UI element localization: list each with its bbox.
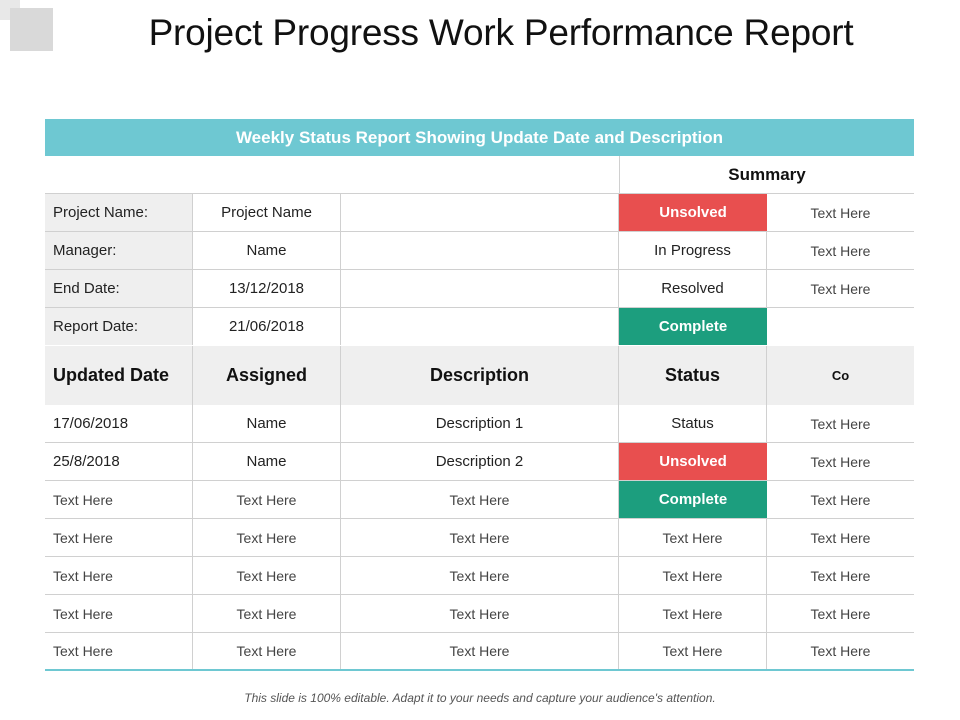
cell-description: Text Here — [341, 481, 619, 518]
cell-description: Description 1 — [341, 405, 619, 442]
summary-heading: Summary — [619, 156, 914, 193]
cell-co: Text Here — [810, 643, 871, 659]
table-row: Text Here Text Here Text Here Text Here … — [45, 595, 914, 633]
info-value: Name — [193, 232, 341, 269]
cell-description: Text Here — [341, 557, 619, 594]
cell-updated-date: Text Here — [45, 519, 193, 556]
cell-updated-date: Text Here — [45, 633, 193, 669]
info-spacer — [341, 308, 619, 345]
cell-description: Text Here — [341, 595, 619, 632]
cell-status-badge: Unsolved — [619, 443, 767, 480]
cell-assigned: Name — [193, 443, 341, 480]
info-row: Report Date: 21/06/2018 Complete — [45, 308, 914, 345]
info-row: Manager: Name In Progress Text Here — [45, 232, 914, 270]
cell-co: Text Here — [810, 453, 871, 470]
info-value: 13/12/2018 — [193, 270, 341, 307]
table-row: Text Here Text Here Text Here Text Here … — [45, 557, 914, 595]
info-spacer — [341, 232, 619, 269]
cell-co: Text Here — [810, 605, 871, 622]
cell-updated-date: Text Here — [45, 595, 193, 632]
column-header-co: Co — [831, 368, 850, 383]
cell-updated-date: Text Here — [45, 481, 193, 518]
info-spacer — [341, 194, 619, 231]
cell-description: Description 2 — [341, 443, 619, 480]
cell-co: Text Here — [810, 567, 871, 584]
cell-co: Text Here — [810, 491, 871, 508]
cell-co: Text Here — [810, 529, 871, 546]
cell-updated-date: 17/06/2018 — [45, 405, 193, 442]
cell-status: Text Here — [619, 519, 767, 556]
summary-status: Resolved — [619, 270, 767, 307]
cell-co: Text Here — [810, 415, 871, 432]
info-row: Project Name: Project Name Unsolved Text… — [45, 194, 914, 232]
summary-note: Text Here — [810, 280, 871, 297]
table-header-row: Updated Date Assigned Description Status… — [45, 346, 914, 405]
cell-status: Text Here — [619, 557, 767, 594]
cell-assigned: Text Here — [193, 633, 341, 669]
footer-note: This slide is 100% editable. Adapt it to… — [244, 691, 716, 705]
cell-assigned: Text Here — [193, 519, 341, 556]
table-row: Text Here Text Here Text Here Text Here … — [45, 519, 914, 557]
summary-note — [767, 308, 914, 345]
column-header-assigned: Assigned — [193, 346, 341, 405]
info-value: Project Name — [193, 194, 341, 231]
cell-assigned: Text Here — [193, 481, 341, 518]
cell-updated-date: Text Here — [45, 557, 193, 594]
cell-assigned: Text Here — [193, 557, 341, 594]
info-value: 21/06/2018 — [193, 308, 341, 345]
column-header-description: Description — [341, 346, 619, 405]
info-label: Report Date: — [45, 308, 193, 345]
cell-status: Status — [619, 405, 767, 442]
table-row: Text Here Text Here Text Here Complete T… — [45, 481, 914, 519]
summary-status-badge: Complete — [619, 308, 767, 345]
cell-assigned: Text Here — [193, 595, 341, 632]
cell-description: Text Here — [341, 633, 619, 669]
cell-description: Text Here — [341, 519, 619, 556]
cell-status: Text Here — [619, 595, 767, 632]
table-row: 17/06/2018 Name Description 1 Status Tex… — [45, 405, 914, 443]
column-header-updated-date: Updated Date — [45, 346, 193, 405]
summary-status-badge: Unsolved — [619, 194, 767, 231]
info-label: Manager: — [45, 232, 193, 269]
summary-note: Text Here — [810, 242, 871, 259]
cell-updated-date: 25/8/2018 — [45, 443, 193, 480]
info-row: End Date: 13/12/2018 Resolved Text Here — [45, 270, 914, 308]
summary-status: In Progress — [619, 232, 767, 269]
report-banner: Weekly Status Report Showing Update Date… — [45, 119, 914, 156]
summary-note: Text Here — [810, 204, 871, 221]
table-row: 25/8/2018 Name Description 2 Unsolved Te… — [45, 443, 914, 481]
cell-status-badge: Complete — [619, 481, 767, 518]
table-row: Text Here Text Here Text Here Text Here … — [45, 633, 914, 671]
cell-assigned: Name — [193, 405, 341, 442]
page-title: Project Progress Work Performance Report — [148, 12, 854, 53]
corner-decoration-square — [10, 8, 53, 51]
summary-heading-row: Summary — [45, 156, 914, 194]
summary-spacer — [45, 156, 619, 193]
info-spacer — [341, 270, 619, 307]
cell-status: Text Here — [619, 633, 767, 669]
info-label: End Date: — [45, 270, 193, 307]
info-label: Project Name: — [45, 194, 193, 231]
column-header-status: Status — [619, 346, 767, 405]
